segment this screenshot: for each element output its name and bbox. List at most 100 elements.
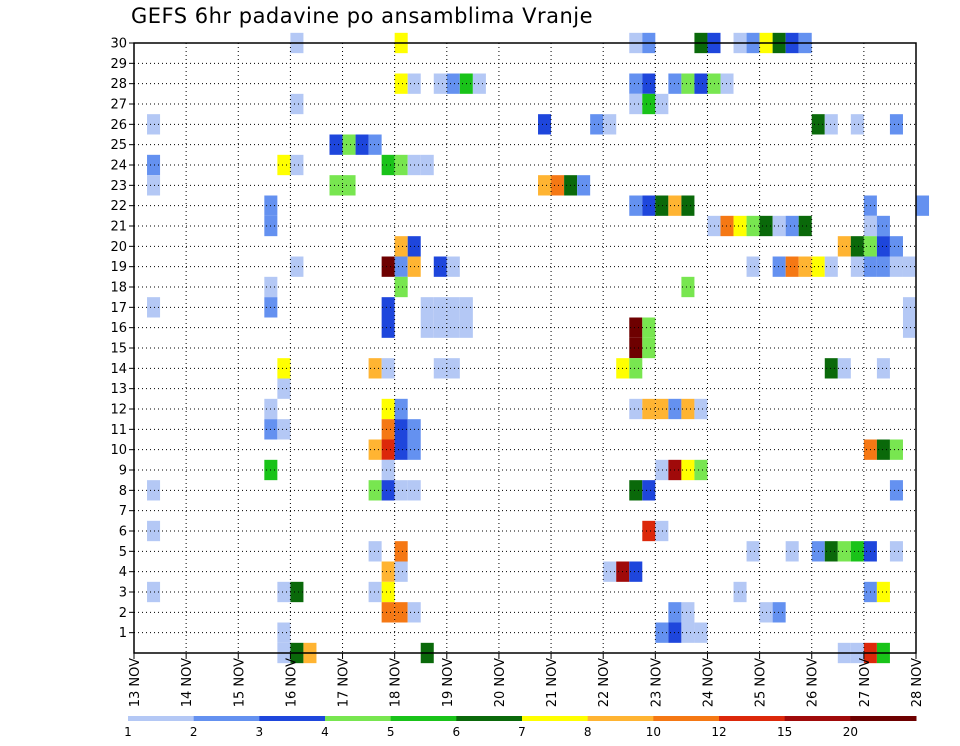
heatmap-cell	[798, 256, 812, 277]
heatmap-cell	[147, 154, 161, 176]
heatmap-cell	[290, 256, 304, 277]
legend-swatch	[390, 716, 457, 721]
y-tick-label: 29	[110, 57, 127, 72]
heatmap-cell	[394, 480, 408, 501]
heatmap-cell	[785, 215, 799, 237]
y-tick-label: 22	[110, 199, 127, 214]
heatmap-cell	[394, 561, 408, 582]
legend-label: 8	[584, 725, 592, 739]
x-tick-label: 20 NOV	[493, 658, 508, 707]
heatmap-cell	[642, 398, 656, 420]
heatmap-cell	[642, 93, 656, 115]
x-tick-label: 25 NOV	[754, 658, 769, 707]
heatmap-cell	[681, 195, 695, 216]
heatmap-cell	[538, 175, 552, 196]
heatmap-cell	[381, 459, 395, 481]
heatmap-cell	[394, 276, 408, 298]
x-tick-label: 21 NOV	[545, 658, 560, 707]
heatmap-cell	[368, 541, 382, 562]
legend-label: 3	[256, 725, 264, 739]
y-tick-label: 23	[110, 179, 127, 194]
x-tick-label: 23 NOV	[649, 658, 664, 707]
heatmap-cell	[655, 195, 669, 216]
heatmap-cell	[629, 358, 643, 379]
x-tick-label: 16 NOV	[284, 658, 299, 707]
heatmap-cell	[290, 581, 304, 603]
heatmap-cell	[876, 439, 890, 460]
heatmap-cell	[889, 439, 903, 460]
heatmap-cell	[655, 622, 669, 643]
y-tick-label: 25	[110, 138, 127, 153]
heatmap-cell	[394, 154, 408, 176]
y-tick-label: 24	[110, 159, 127, 174]
x-tick-label: 24 NOV	[701, 658, 716, 707]
heatmap-cell	[824, 256, 838, 277]
heatmap-cell	[707, 73, 721, 94]
heatmap-cell	[889, 236, 903, 257]
x-tick-label: 22 NOV	[597, 658, 612, 707]
heatmap-cell	[381, 317, 395, 338]
heatmap-cell	[850, 236, 864, 257]
heatmap-cell	[824, 541, 838, 562]
x-tick-label: 17 NOV	[337, 658, 352, 707]
y-tick-label: 8	[119, 484, 127, 499]
heatmap-cell	[277, 154, 291, 176]
heatmap-cell	[681, 459, 695, 481]
heatmap-cell	[889, 480, 903, 501]
y-tick-label: 6	[119, 525, 127, 540]
heatmap-cell	[746, 215, 760, 237]
heatmap-cell	[655, 398, 669, 420]
legend-swatch	[784, 716, 851, 721]
y-tick-label: 10	[110, 443, 127, 458]
y-tick-label: 14	[110, 362, 127, 377]
x-tick-label: 26 NOV	[806, 658, 821, 707]
heatmap-cell	[629, 398, 643, 420]
y-tick-label: 5	[119, 545, 127, 560]
y-tick-label: 4	[119, 565, 127, 580]
heatmap-cell	[368, 480, 382, 501]
heatmap-cell	[694, 398, 708, 420]
heatmap-cell	[381, 602, 395, 623]
heatmap-cell	[837, 358, 851, 379]
heatmap-cell	[889, 256, 903, 277]
x-tick-label: 13 NOV	[128, 658, 143, 707]
y-tick-label: 3	[119, 586, 127, 601]
legend-label: 12	[711, 725, 726, 739]
x-tick-label: 27 NOV	[858, 658, 873, 707]
heatmap-cell	[902, 297, 916, 318]
y-tick-label: 18	[110, 281, 127, 296]
heatmap-cell	[720, 215, 734, 237]
y-tick-label: 15	[110, 342, 127, 357]
heatmap-cell	[538, 114, 552, 135]
heatmap-cell	[446, 256, 460, 277]
heatmap-cell	[381, 419, 395, 440]
heatmap-cell	[629, 93, 643, 115]
heatmap-cell	[342, 175, 356, 196]
heatmap-cell	[642, 337, 656, 359]
heatmap-cell	[394, 256, 408, 277]
y-tick-label: 20	[110, 240, 127, 255]
heatmap-cell	[433, 317, 447, 338]
heatmap-cell	[394, 541, 408, 562]
heatmap-cell	[446, 317, 460, 338]
heatmap-cell	[798, 215, 812, 237]
heatmap-cell	[551, 175, 565, 196]
heatmap-cell	[629, 195, 643, 216]
heatmap-cell	[629, 337, 643, 359]
heatmap-cell	[433, 73, 447, 94]
heatmap-cell	[876, 215, 890, 237]
heatmap-cell	[446, 358, 460, 379]
x-tick-label: 19 NOV	[441, 658, 456, 707]
heatmap-cell	[772, 602, 786, 623]
heatmap-cell	[681, 73, 695, 94]
legend-swatch	[128, 716, 195, 721]
heatmap-cell	[694, 73, 708, 94]
y-tick-label: 16	[110, 321, 127, 336]
y-tick-label: 13	[110, 382, 127, 397]
heatmap-cell	[446, 73, 460, 94]
heatmap-cell	[342, 134, 356, 155]
legend-label: 20	[843, 725, 858, 739]
heatmap-cell	[368, 134, 382, 155]
heatmap-cell	[394, 439, 408, 460]
